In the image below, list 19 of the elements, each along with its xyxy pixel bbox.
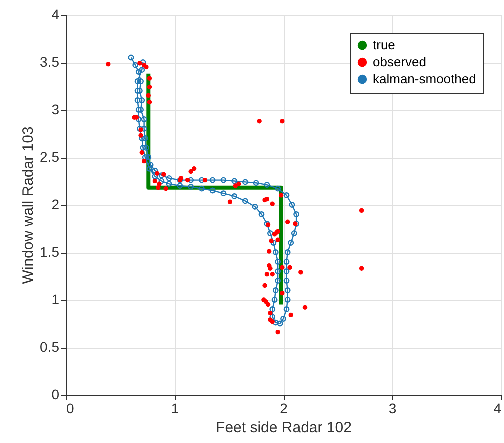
x-tick-label: 3 [388,400,397,416]
legend-label: observed [373,54,426,70]
legend-label: true [373,38,396,52]
y-tick-label: 4 [52,6,60,22]
y-tick-label: 3 [52,102,60,118]
y-axis-title: Window wall Radar 103 [20,126,38,284]
x-tick-label: 2 [280,400,288,416]
x-axis-title: Feet side Radar 102 [216,420,352,436]
y-tick-label: 2.5 [40,149,60,165]
y-tick-label: 1.5 [40,244,60,260]
y-tick-label: 0 [52,386,60,402]
y-tick-label: 2 [52,196,60,212]
x-tick-label: 1 [171,400,180,416]
x-tick-label: 0 [66,400,74,416]
y-tick-label: 1 [52,292,60,308]
legend-label: kalman-smoothed [373,72,476,86]
x-tick-label: 4 [494,400,502,416]
y-tick-label: 3.5 [40,54,60,70]
y-tick-label: 0.5 [40,339,60,355]
